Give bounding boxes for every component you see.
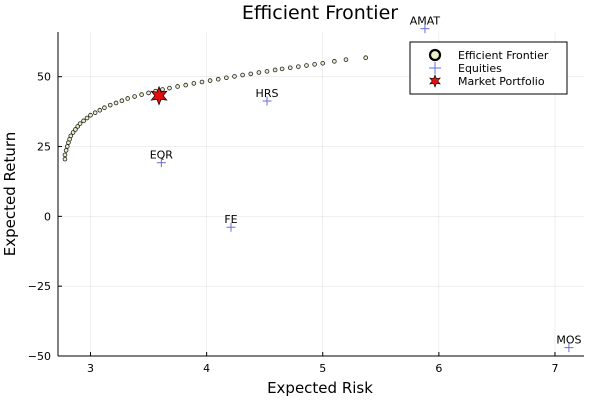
frontier-point — [240, 72, 245, 78]
frontier-point — [296, 64, 301, 69]
y-tick-label: 25 — [37, 141, 51, 154]
y-axis-label: Expected Return — [1, 132, 19, 257]
frontier-point — [73, 127, 78, 132]
frontier-point — [77, 121, 83, 126]
frontier-series — [62, 55, 369, 162]
market-portfolio-series — [150, 85, 168, 106]
legend-frontier-marker — [428, 48, 442, 62]
legend-equities-label: Equities — [458, 62, 502, 75]
x-tick-label: 5 — [319, 362, 326, 375]
frontier-point — [119, 98, 125, 104]
frontier-point — [84, 115, 90, 121]
frontier-point — [146, 90, 151, 96]
x-tick-label: 4 — [203, 362, 210, 375]
y-tick-label: −50 — [28, 350, 51, 363]
equities-series: AMAT HRS EQR FE MOS — [150, 15, 581, 353]
y-tick-label: 0 — [44, 210, 51, 223]
frontier-point — [125, 96, 130, 101]
frontier-point — [320, 60, 326, 66]
x-axis-label: Expected Risk — [267, 379, 373, 397]
equity-label: FE — [224, 213, 237, 226]
frontier-point — [248, 71, 254, 77]
frontier-point — [92, 110, 98, 116]
frontier-point — [332, 59, 337, 64]
equity-label: MOS — [556, 334, 581, 347]
frontier-point — [167, 85, 172, 91]
x-tick-label: 6 — [435, 362, 442, 375]
equity-label: HRS — [256, 87, 279, 100]
frontier-point — [183, 82, 189, 88]
frontier-point — [304, 63, 309, 68]
frontier-point — [81, 118, 86, 124]
frontier-point — [63, 148, 69, 153]
frontier-point — [139, 92, 144, 97]
y-tick-label: −25 — [28, 280, 51, 293]
frontier-point — [215, 76, 221, 82]
x-tick-label: 7 — [551, 362, 558, 375]
legend-market-portfolio-label: Market Portfolio — [458, 75, 545, 88]
frontier-point — [107, 102, 113, 108]
frontier-point — [175, 84, 180, 89]
frontier-point — [264, 69, 270, 74]
frontier-point — [62, 152, 68, 158]
y-tick-label: 50 — [37, 71, 51, 84]
frontier-point — [64, 144, 70, 149]
equity-label: EQR — [150, 149, 174, 162]
chart-title: Efficient Frontier — [242, 2, 398, 24]
tick-labels: 3 4 5 6 7 −50 −25 0 25 50 — [28, 71, 559, 375]
frontier-point — [224, 75, 229, 81]
x-tick-label: 3 — [87, 362, 94, 375]
frontier-point — [363, 55, 369, 60]
legend-market-portfolio-marker — [429, 74, 441, 88]
frontier-point — [68, 133, 74, 139]
frontier-point — [207, 78, 213, 83]
frontier-point — [199, 79, 205, 85]
market-portfolio-point — [150, 85, 168, 106]
legend-frontier-label: Efficient Frontier — [458, 49, 549, 62]
legend: Efficient Frontier Equities Market Portf… — [409, 41, 568, 95]
axes — [57, 32, 584, 357]
frontier-point — [132, 94, 137, 99]
frontier-point — [287, 65, 293, 71]
frontier-point — [160, 87, 165, 92]
frontier-point — [113, 100, 119, 106]
frontier-point — [97, 107, 103, 113]
frontier-point — [232, 74, 237, 79]
frontier-point — [343, 57, 349, 62]
frontier-point — [62, 156, 68, 162]
frontier-point — [279, 66, 285, 72]
frontier-point — [191, 81, 197, 86]
frontier-point — [102, 105, 107, 110]
equity-label: AMAT — [410, 15, 441, 28]
frontier-point — [312, 62, 317, 67]
frontier-point — [256, 70, 262, 75]
frontier-point — [88, 112, 93, 118]
frontier-point — [272, 67, 278, 73]
frontier-point — [70, 130, 76, 135]
legend-equities-marker — [429, 62, 441, 74]
